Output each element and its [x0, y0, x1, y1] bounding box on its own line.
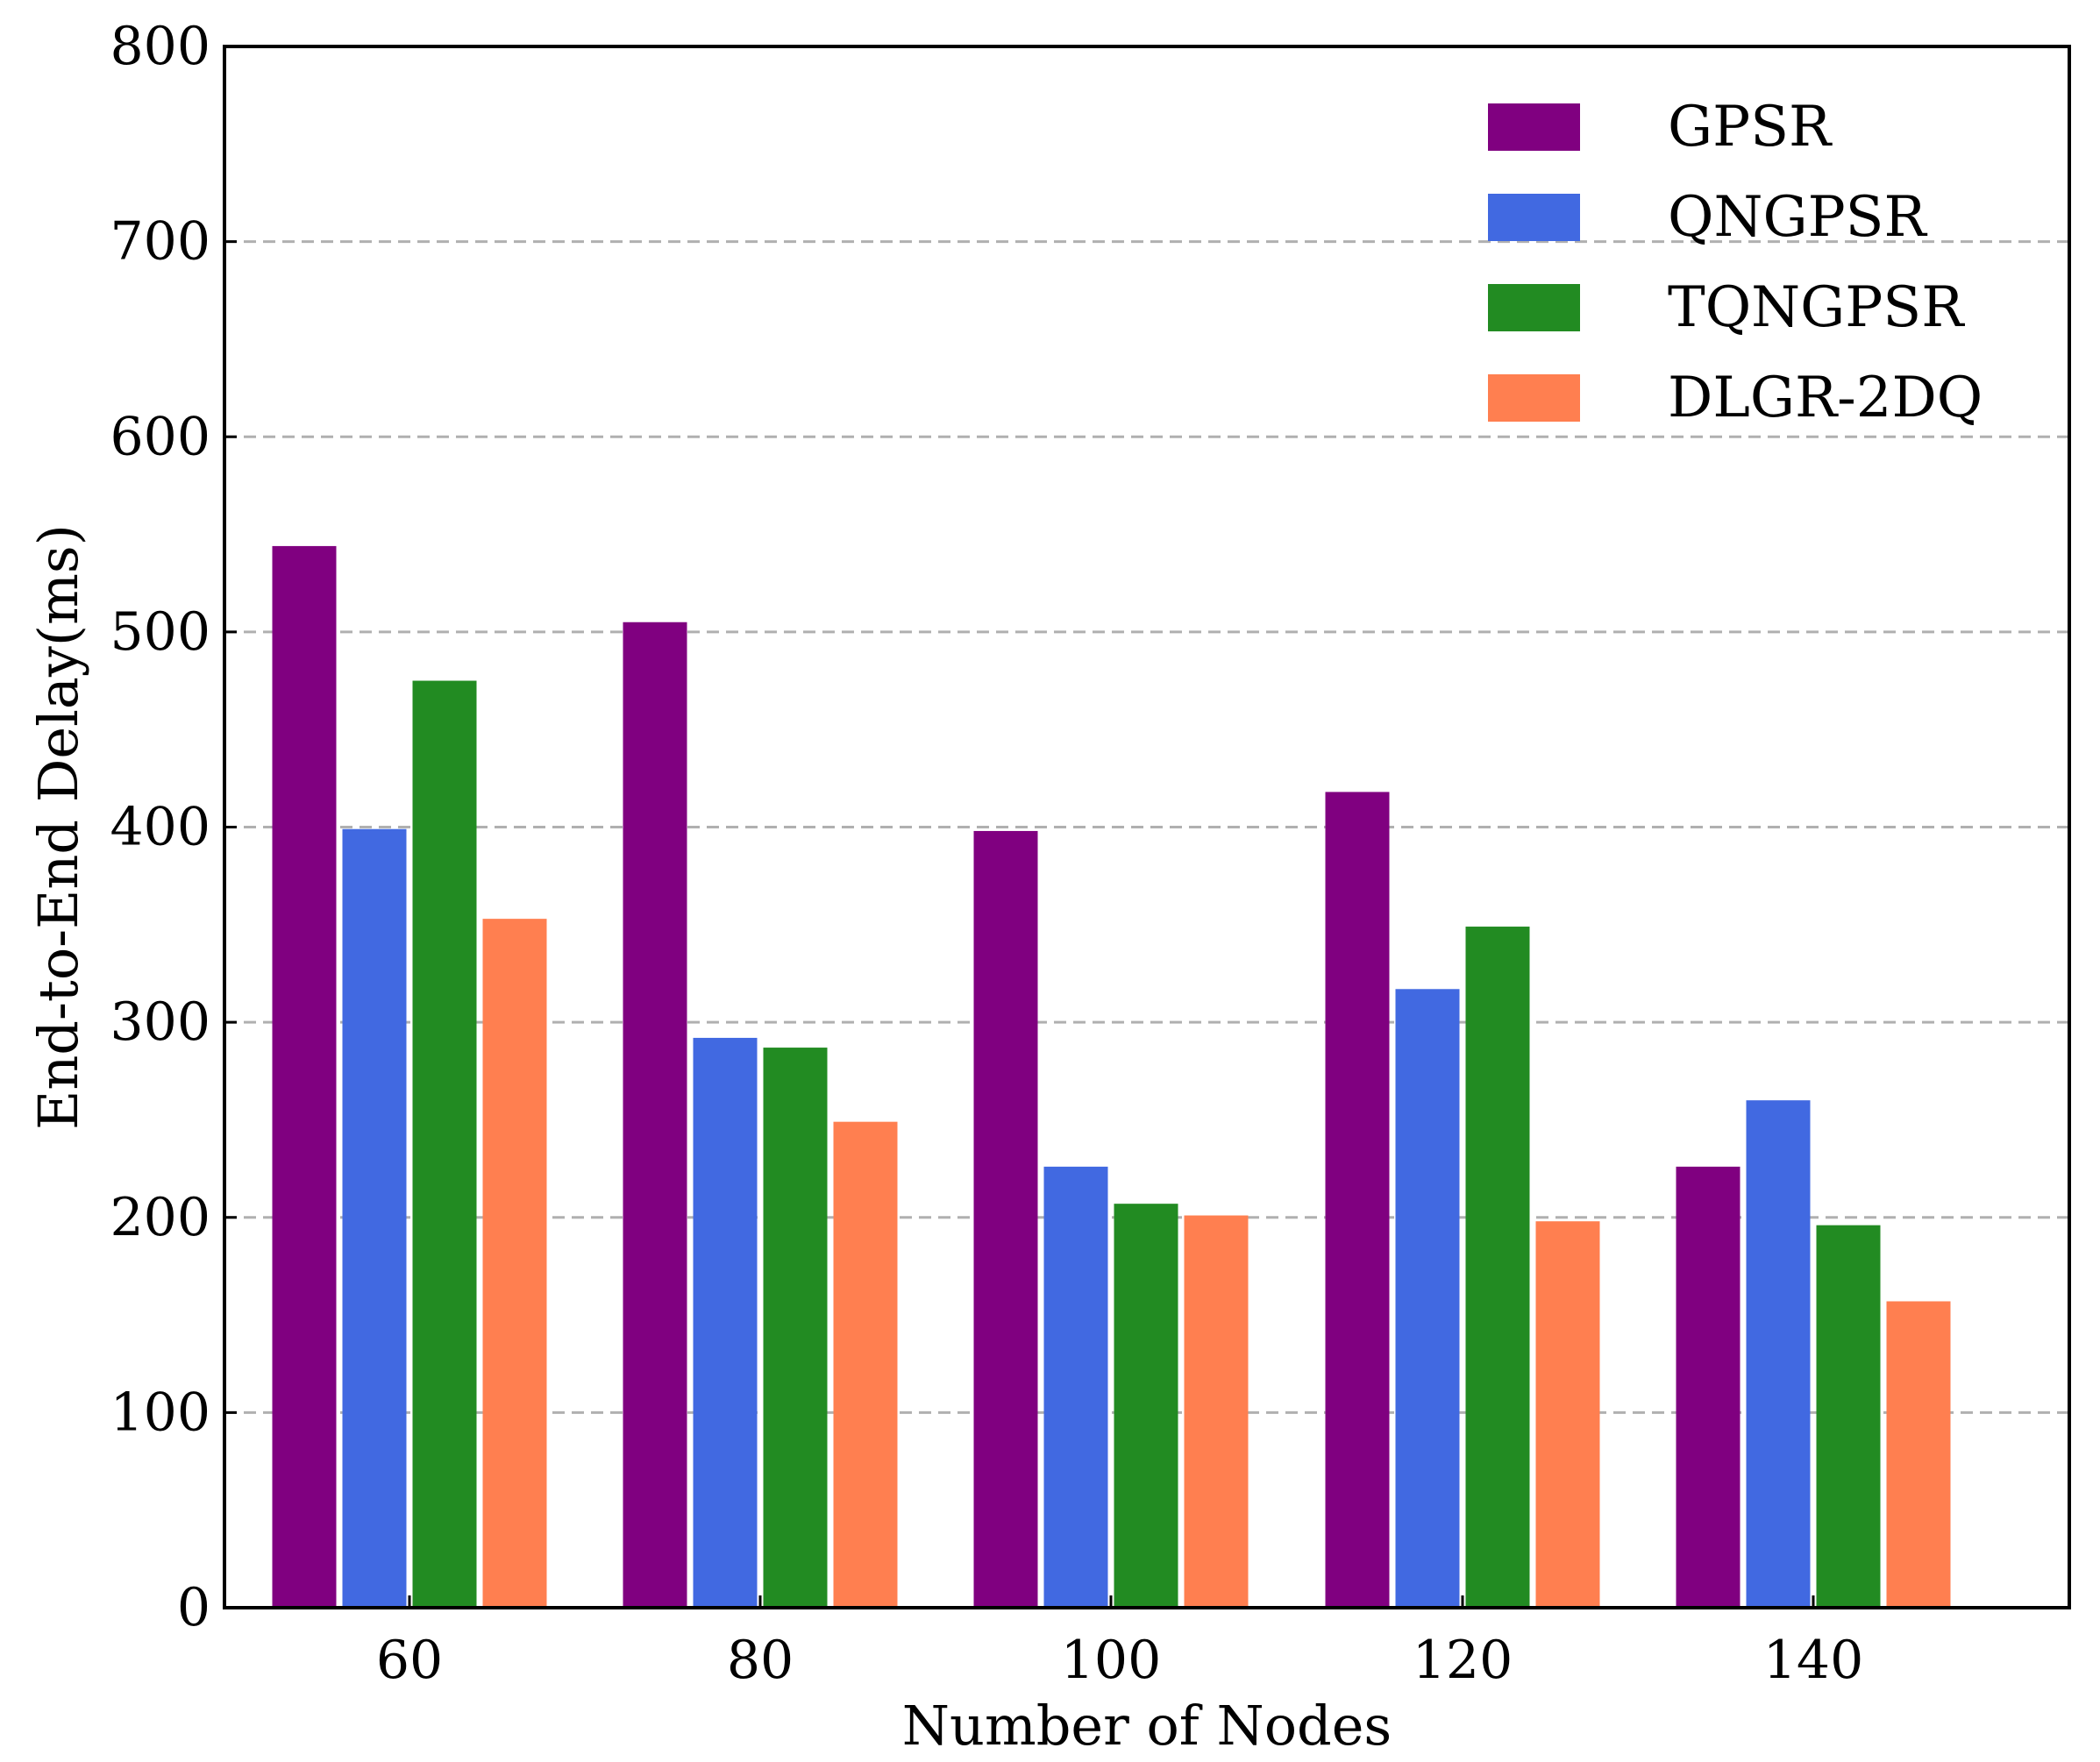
- y-tick-label-600: 600: [110, 406, 210, 467]
- x-tick-label-120: 120: [1413, 1630, 1513, 1691]
- x-axis-label: Number of Nodes: [902, 1694, 1392, 1758]
- y-tick-label-100: 100: [110, 1382, 210, 1443]
- legend-swatch-qngpsr: [1488, 194, 1580, 241]
- legend-swatch-gpsr: [1488, 103, 1580, 151]
- bar-dlgr-2dq-60: [483, 919, 547, 1608]
- bar-qngpsr-140: [1747, 1100, 1811, 1608]
- bar-dlgr-2dq-140: [1887, 1301, 1951, 1608]
- legend-label-qngpsr: QNGPSR: [1668, 185, 1928, 250]
- bars: [273, 546, 1951, 1608]
- bar-tqngpsr-140: [1817, 1226, 1881, 1608]
- y-tick-label-800: 800: [110, 16, 210, 77]
- bar-gpsr-80: [623, 622, 687, 1608]
- legend-label-gpsr: GPSR: [1668, 95, 1833, 160]
- bar-gpsr-140: [1676, 1167, 1741, 1608]
- bar-qngpsr-60: [343, 829, 407, 1608]
- y-tick-label-700: 700: [110, 211, 210, 273]
- bar-gpsr-120: [1326, 792, 1390, 1608]
- bar-qngpsr-80: [694, 1038, 758, 1608]
- bar-tqngpsr-80: [764, 1048, 828, 1608]
- bar-dlgr-2dq-120: [1536, 1221, 1600, 1608]
- y-tick-label-0: 0: [177, 1577, 210, 1638]
- bar-dlgr-2dq-80: [834, 1122, 898, 1608]
- x-tick-label-60: 60: [376, 1630, 443, 1691]
- y-tick-label-300: 300: [110, 991, 210, 1053]
- x-tick-label-80: 80: [727, 1630, 794, 1691]
- bar-tqngpsr-100: [1114, 1204, 1178, 1608]
- x-tick-label-100: 100: [1061, 1630, 1162, 1691]
- legend-label-tqngpsr: TQNGPSR: [1668, 275, 1965, 340]
- legend: GPSR QNGPSR TQNGPSR DLGR-2DQ: [1488, 95, 1983, 430]
- bar-gpsr-60: [273, 546, 337, 1608]
- y-tick-label-200: 200: [110, 1187, 210, 1248]
- bar-dlgr-2dq-100: [1185, 1216, 1249, 1608]
- legend-swatch-dlgr-2dq: [1488, 374, 1580, 422]
- bar-qngpsr-120: [1396, 989, 1460, 1608]
- bar-qngpsr-100: [1044, 1167, 1108, 1608]
- legend-swatch-tqngpsr: [1488, 284, 1580, 331]
- y-tick-label-400: 400: [110, 797, 210, 858]
- bar-chart: 0 100 200 300 400 500 600 700 800 60 80 100 120 140 G…: [0, 0, 2100, 1762]
- x-tick-label-140: 140: [1763, 1630, 1864, 1691]
- legend-label-dlgr-2dq: DLGR-2DQ: [1668, 366, 1983, 430]
- bar-gpsr-100: [974, 831, 1038, 1608]
- bar-tqngpsr-60: [413, 681, 477, 1608]
- y-tick-label-500: 500: [110, 601, 210, 663]
- y-axis-label: End-to-End Delay(ms): [26, 524, 90, 1130]
- bar-tqngpsr-120: [1466, 927, 1530, 1608]
